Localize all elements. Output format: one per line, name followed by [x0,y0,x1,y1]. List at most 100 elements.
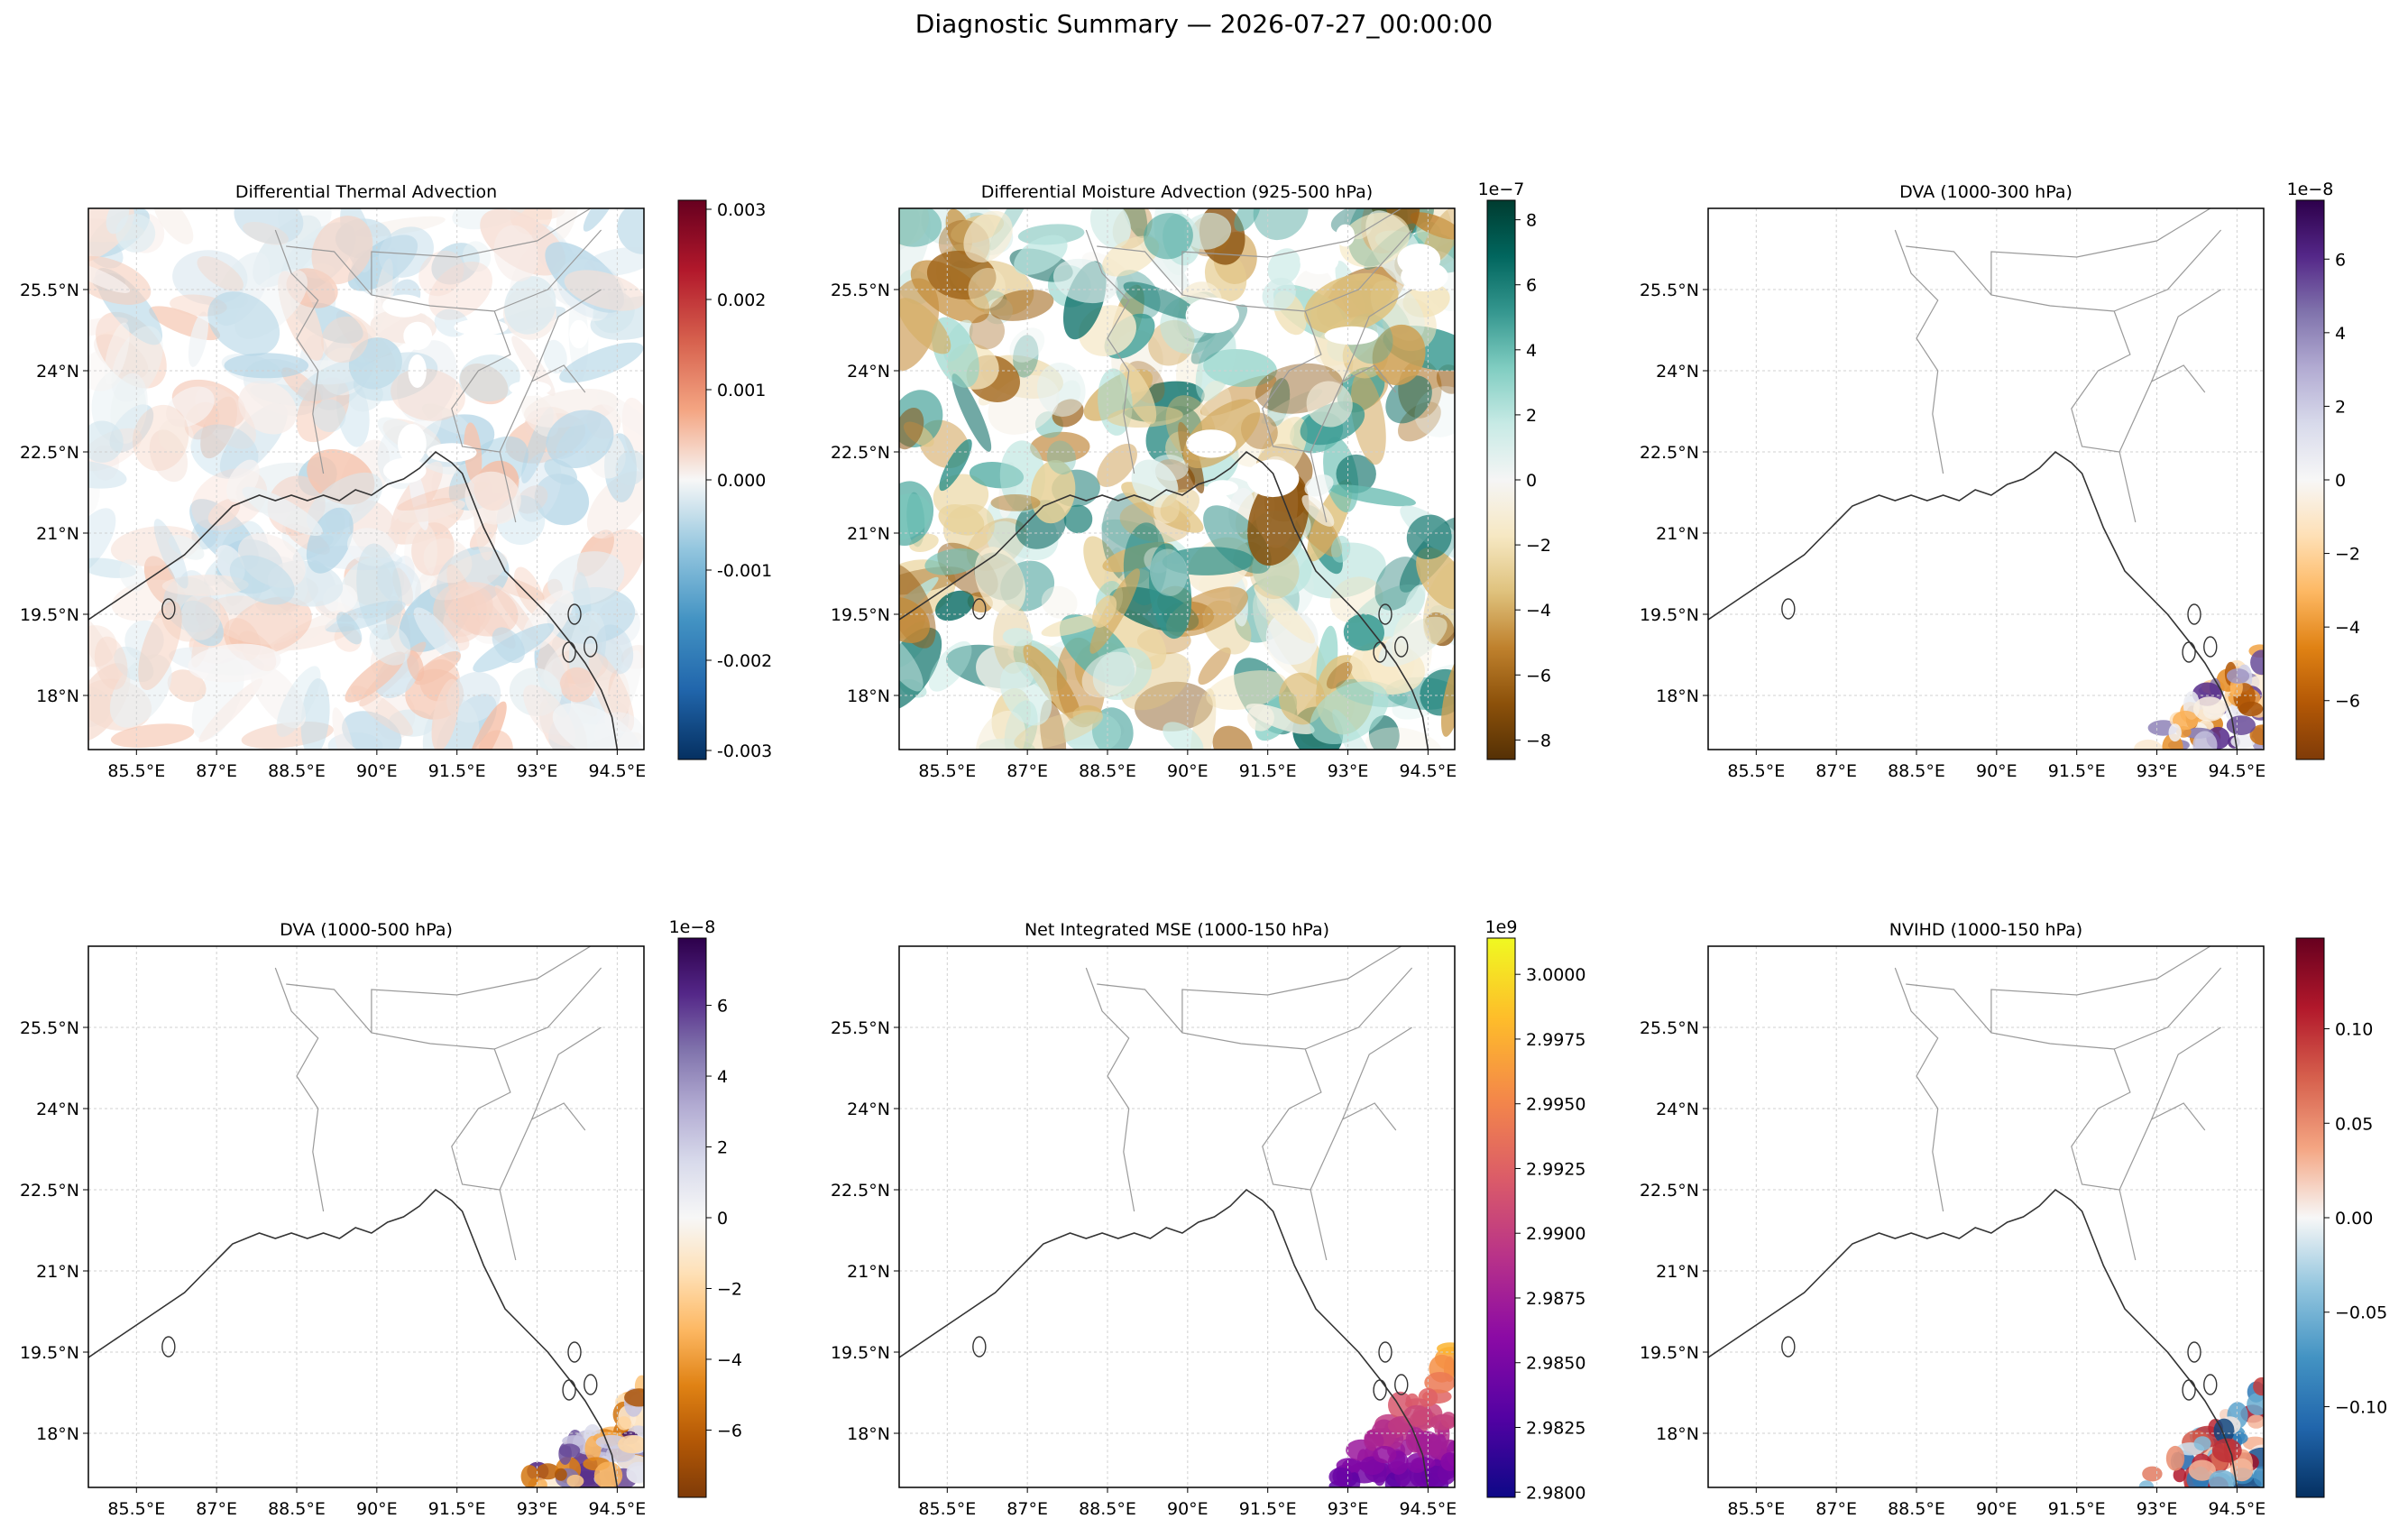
field-cell [1329,576,1383,623]
colorbar-tick-label: 0.00 [2335,1209,2373,1229]
panel-title: Differential Thermal Advection [235,182,497,202]
field-cell [1365,727,1444,750]
island-outline [2187,603,2201,625]
field-cell [1253,208,1309,241]
x-tick-label: 93°E [2137,761,2178,781]
colorbar-tick-label: 2.9975 [1526,1030,1585,1050]
y-tick-label: 25.5°N [1640,281,1699,300]
x-tick-label: 93°E [1328,761,1369,781]
field-cell [1385,375,1432,424]
field-cell [1406,1452,1429,1473]
admin-boundary [286,983,517,1261]
island-outline [2182,641,2196,663]
field-cell [280,367,322,404]
field-cell [172,250,248,305]
colorbar-tick-label: 0.003 [717,200,766,220]
field-cell [234,208,304,244]
x-tick-label: 91.5°E [1239,1499,1297,1519]
colorbar-tick-label: 2.9850 [1526,1354,1585,1374]
admin-boundary [2151,289,2221,382]
field-cell [1343,613,1384,651]
island-outline [2203,1374,2218,1395]
y-tick-label: 19.5°N [20,1343,79,1363]
x-tick-label: 93°E [2137,1499,2178,1519]
field-cell [1387,1417,1410,1434]
x-tick-label: 94.5°E [588,761,646,781]
field-cell [207,595,298,645]
field-cell [504,276,556,335]
admin-boundary [1304,967,1413,1050]
admin-boundary [2113,229,2222,312]
missing-data-patch [398,424,427,464]
field-cell [1123,281,1199,320]
field-cell [2173,710,2199,731]
field-cell [1000,661,1052,726]
map-area [88,208,644,750]
missing-data-patch [1300,246,1339,275]
x-tick-label: 94.5°E [1399,761,1457,781]
field-cell [1267,248,1301,286]
island-outline [1378,1341,1392,1363]
missing-data-patch [1207,480,1239,496]
coastline [88,450,619,750]
field-cell [1416,1431,1428,1459]
axes-frame [87,945,645,1488]
field-cell [924,548,981,575]
colorbar-tick-label: 2 [717,1138,728,1158]
field-cell [1245,703,1315,735]
field-cell [555,1468,567,1481]
x-tick-label: 88.5°E [1888,761,1945,781]
x-tick-label: 88.5°E [268,761,326,781]
missing-data-patch [1397,244,1441,276]
missing-data-patch [427,443,477,463]
field-cell [1149,543,1192,640]
field-cell [928,640,972,692]
field-cell [963,210,1013,262]
field-cell [1017,224,1085,245]
missing-data-patch [1185,297,1240,334]
y-tick-label: 19.5°N [831,1343,890,1363]
panel-title: DVA (1000-300 hPa) [1899,182,2073,202]
field-cell [188,643,281,683]
field-cell [1262,277,1296,311]
field-cell [391,368,465,421]
y-tick-label: 19.5°N [20,605,79,625]
colorbar: 2.9800 2.9825 2.9850 2.9875 2.9900 2.9925 2.99… [1485,917,1586,1503]
field-cell [242,486,323,537]
field-cell [347,528,397,566]
colorbar-tick-label: 4 [2335,324,2346,344]
admin-boundary [1181,208,1402,295]
field-cell [1041,614,1105,637]
field-cell [94,636,128,690]
field-cell [143,556,179,605]
colorbar-tick-label: 2.9925 [1526,1159,1585,1179]
field-cell [88,420,124,463]
admin-boundary [1342,1026,1412,1120]
field-cell [161,575,249,596]
field-cell [321,316,369,364]
field-cell [899,208,942,247]
island-outline [1781,1336,1796,1358]
x-tick-label: 91.5°E [428,761,486,781]
admin-boundary [1304,229,1413,312]
missing-data-patch [1186,429,1236,458]
y-tick-label: 22.5°N [1640,443,1699,463]
y-tick-label: 22.5°N [831,443,890,463]
x-tick-label: 87°E [196,761,237,781]
field-cell [1350,372,1386,465]
field-cell [1404,585,1426,617]
field-cell [158,418,194,454]
y-tick-label: 25.5°N [1640,1018,1699,1038]
island-outline [2182,1379,2196,1401]
admin-boundary [499,364,586,453]
field-cell [2253,1466,2264,1487]
y-tick-label: 22.5°N [20,443,79,463]
island-outline [161,598,176,620]
admin-boundary [2118,1102,2206,1191]
field-cell [332,707,355,750]
y-tick-label: 19.5°N [1640,605,1699,625]
x-tick-label: 90°E [1167,761,1209,781]
colorbar-tick-label: −4 [1526,601,1551,621]
panel-title: Net Integrated MSE (1000-150 hPa) [1025,920,1329,940]
field-cell [2188,1459,2216,1481]
